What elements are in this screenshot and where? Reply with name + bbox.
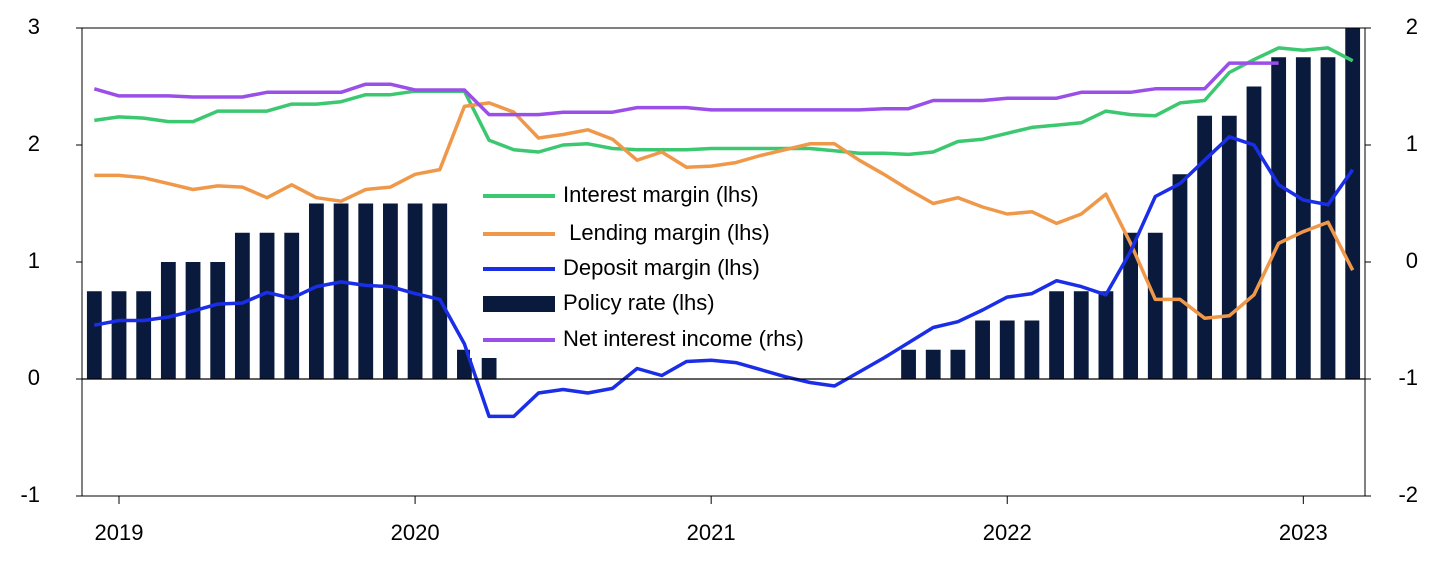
bar [160, 262, 176, 379]
bar [185, 262, 201, 379]
bar [901, 349, 916, 379]
bar [308, 203, 324, 379]
line [93, 135, 1355, 419]
bar [1320, 57, 1336, 379]
legend-label: Deposit margin (lhs) [563, 255, 760, 280]
bar [1123, 232, 1139, 379]
legend-label: Net interest income (rhs) [563, 326, 804, 351]
x-tick-label: 2022 [983, 520, 1032, 545]
bar [999, 320, 1015, 379]
x-tick-label: 2019 [95, 520, 144, 545]
axes: -1 0 1 2 3 -2 -1 0 1 2 2019 2020 2021 2022 2023 [20, 14, 1418, 545]
y2-tick-label: 2 [1406, 14, 1418, 39]
bar [950, 349, 966, 379]
bar [1197, 115, 1213, 379]
bar [86, 291, 102, 379]
y-tick-label: -1 [20, 482, 40, 507]
bars [86, 28, 1361, 379]
legend-swatch [483, 296, 555, 312]
bar [333, 203, 349, 379]
line [93, 61, 1279, 117]
y2-tick-label: 1 [1406, 131, 1418, 156]
bar [210, 262, 226, 379]
line [94, 46, 1354, 157]
bar [925, 349, 941, 379]
y2-tick-label: -2 [1398, 482, 1418, 507]
y2-tick-label: 0 [1406, 248, 1418, 273]
bar [1098, 291, 1114, 379]
bar [1345, 28, 1361, 379]
y-tick-label: 2 [28, 131, 40, 156]
legend-label: Policy rate (lhs) [563, 290, 715, 315]
bar [1049, 291, 1064, 379]
legend: Interest margin (lhs) Lending margin (lh… [470, 178, 870, 358]
y-tick-label: 1 [28, 248, 40, 273]
x-tick-label: 2023 [1279, 520, 1328, 545]
bar [136, 291, 152, 379]
bar [407, 203, 423, 379]
bar [1295, 57, 1311, 379]
bar [111, 291, 127, 379]
bar [1024, 320, 1040, 379]
bar [358, 203, 374, 379]
y-tick-label: 3 [28, 14, 40, 39]
bar [259, 232, 275, 379]
bar [1271, 57, 1287, 379]
bar [284, 232, 300, 379]
bar [975, 320, 990, 379]
bar [383, 203, 398, 379]
legend-label: Interest margin (lhs) [563, 182, 759, 207]
bar [432, 203, 448, 379]
bar [1246, 86, 1262, 379]
lines [93, 46, 1355, 419]
bar [1172, 174, 1188, 379]
bar [1221, 115, 1237, 379]
bar [1147, 232, 1163, 379]
legend-label: Lending margin (lhs) [563, 220, 770, 245]
y2-tick-label: -1 [1398, 365, 1418, 390]
bar [234, 232, 250, 379]
y-tick-label: 0 [28, 365, 40, 390]
bar [1073, 291, 1089, 379]
x-tick-label: 2021 [687, 520, 736, 545]
x-tick-label: 2020 [391, 520, 440, 545]
line [94, 101, 1355, 320]
